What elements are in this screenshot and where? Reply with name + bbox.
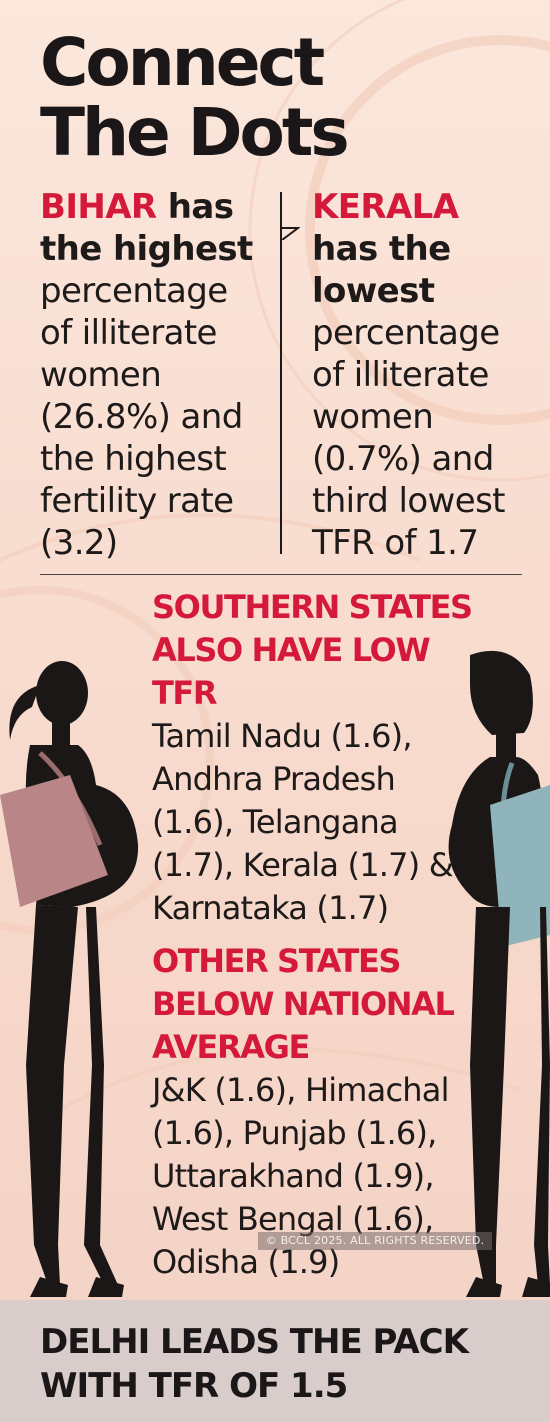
kerala-description: percentage of illiterate women (0.7%) an… — [312, 313, 506, 563]
title-line-2: The Dots — [40, 94, 350, 171]
footer-band: DELHI LEADS THE PACK WITH TFR OF 1.5 — [0, 1300, 550, 1422]
divider-notch-icon — [280, 210, 300, 240]
bihar-description: percentage of illiterate women (26.8%) a… — [40, 271, 243, 563]
copyright-notice: © BCCL 2025. ALL RIGHTS RESERVED. — [258, 1232, 492, 1250]
title-line-1: Connect — [40, 24, 325, 101]
horizontal-divider — [40, 574, 522, 575]
kerala-label: KERALA — [312, 187, 459, 227]
left-woman-silhouette-icon — [0, 661, 139, 1297]
southern-states-section: SOUTHERN STATES ALSO HAVE LOW TFR Tamil … — [152, 586, 482, 930]
bihar-label: BIHAR — [40, 187, 157, 227]
page-title: Connect The Dots — [40, 24, 350, 171]
bihar-fact-panel: BIHAR has the highest percentage of illi… — [40, 186, 268, 564]
other-states-list: J&K (1.6), Himachal (1.6), Punjab (1.6),… — [152, 1071, 449, 1281]
other-states-heading: OTHER STATES BELOW NATIONAL AVERAGE — [152, 942, 455, 1066]
southern-states-list: Tamil Nadu (1.6), Andhra Pradesh (1.6), … — [152, 717, 454, 927]
kerala-highlight-2: lowest — [312, 271, 435, 311]
kerala-highlight-1: has the — [312, 229, 451, 269]
kerala-fact-panel: KERALA has the lowest percentage of illi… — [312, 186, 540, 564]
vertical-divider — [280, 192, 282, 554]
footer-headline: DELHI LEADS THE PACK WITH TFR OF 1.5 — [40, 1322, 469, 1406]
bihar-highlight: the highest — [40, 229, 253, 269]
other-states-section: OTHER STATES BELOW NATIONAL AVERAGE J&K … — [152, 940, 482, 1284]
southern-states-heading: SOUTHERN STATES ALSO HAVE LOW TFR — [152, 588, 473, 712]
bihar-label-suffix: has — [156, 187, 234, 227]
